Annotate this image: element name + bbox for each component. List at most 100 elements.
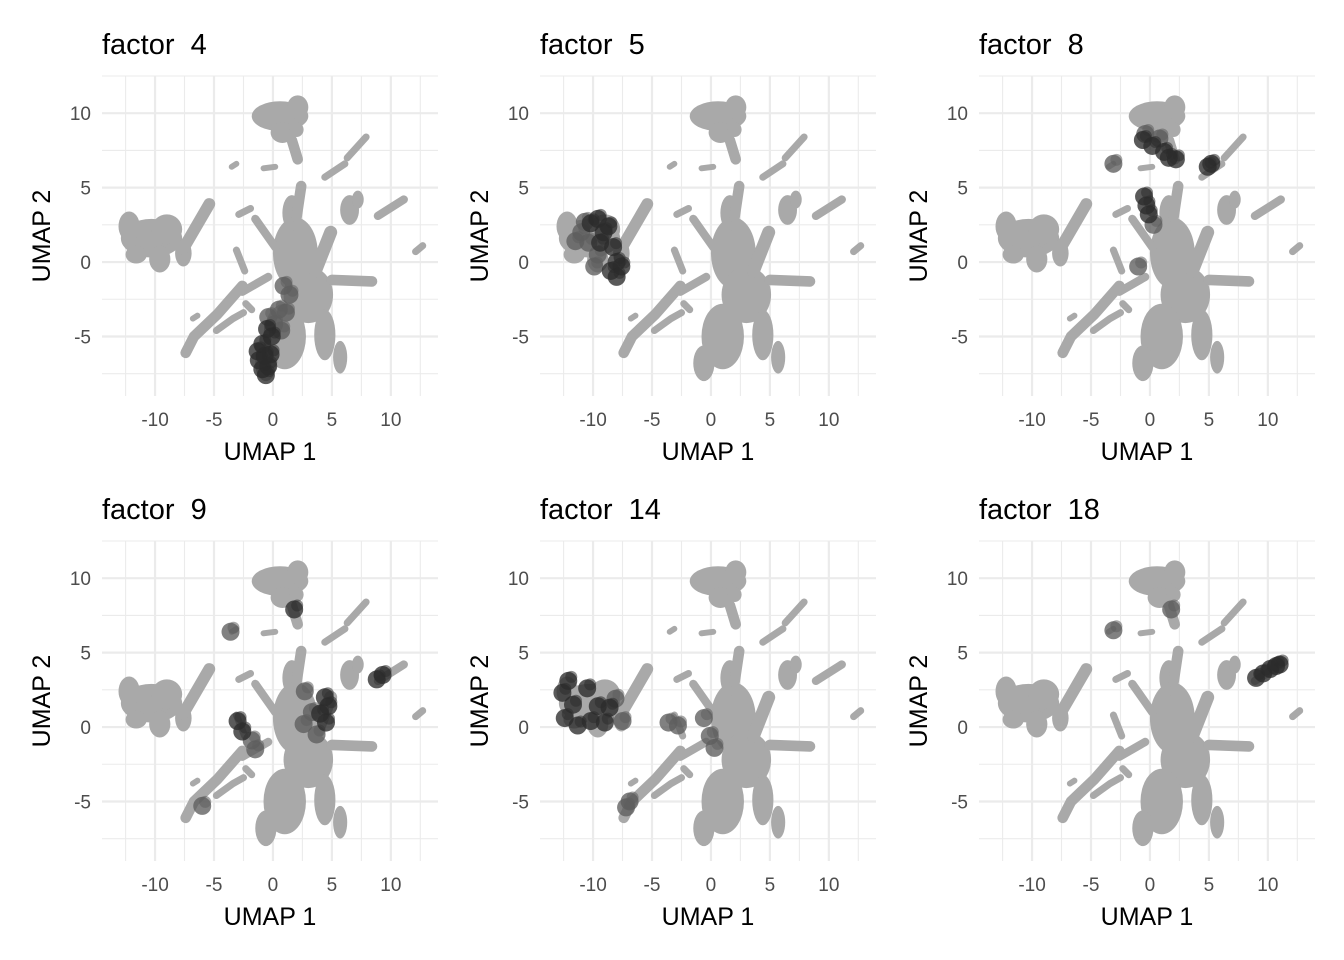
- cloud-arm: [1137, 163, 1156, 172]
- data-point: [280, 275, 293, 288]
- cloud-arm: [650, 774, 686, 800]
- y-tick-label: 10: [70, 104, 91, 125]
- cloud-blob: [149, 245, 171, 273]
- y-axis-title: UMAP 2: [466, 190, 494, 283]
- cloud-arm: [180, 280, 248, 359]
- cloud-arm: [232, 246, 249, 275]
- cloud-blob: [351, 655, 364, 674]
- cloud-arm: [1112, 669, 1132, 683]
- cell-cloud: [995, 95, 1304, 382]
- cloud-blob: [287, 95, 309, 120]
- cloud-arm: [724, 134, 742, 165]
- data-point: [700, 708, 713, 721]
- cloud-arm: [811, 195, 846, 221]
- data-point: [584, 678, 597, 691]
- x-tick-label: -5: [206, 875, 223, 896]
- x-axis-title: UMAP 1: [1101, 438, 1194, 466]
- data-point: [570, 694, 583, 707]
- cloud-blob: [693, 810, 715, 847]
- cloud-blob: [314, 774, 336, 826]
- cloud-arm: [689, 214, 718, 252]
- y-tick-label: 0: [80, 718, 91, 739]
- data-point: [610, 237, 623, 250]
- cloud-blob: [1228, 190, 1241, 209]
- y-tick-label: -5: [512, 327, 529, 348]
- cloud-arm: [326, 274, 378, 287]
- cloud-blob: [151, 214, 183, 245]
- cloud-arm: [326, 739, 378, 752]
- cloud-arm: [373, 195, 408, 221]
- cloud-arm: [343, 598, 370, 627]
- y-tick-label: 0: [957, 253, 968, 274]
- cell-cloud: [118, 560, 427, 847]
- cloud-arm: [1220, 133, 1247, 162]
- data-point: [291, 599, 304, 612]
- cloud-blob: [1132, 345, 1154, 382]
- data-point: [587, 213, 600, 226]
- y-tick-label: 10: [70, 569, 91, 590]
- cloud-blob: [333, 805, 348, 839]
- cloud-blob: [1164, 560, 1186, 585]
- cloud-blob: [1164, 95, 1186, 120]
- cloud-arm: [759, 160, 787, 181]
- y-axis-title: UMAP 2: [28, 655, 56, 748]
- cloud-blob: [1028, 679, 1060, 710]
- cloud-blob: [995, 211, 1017, 242]
- cloud-arm: [291, 180, 307, 223]
- data-point: [572, 231, 585, 244]
- y-tick-label: 0: [518, 718, 529, 739]
- cloud-arm: [242, 765, 256, 779]
- highlight-points: [1104, 599, 1289, 687]
- cloud-arm: [666, 160, 678, 170]
- cloud-arm: [1109, 711, 1126, 740]
- y-tick-label: 5: [957, 644, 968, 665]
- cloud-arm: [1112, 204, 1132, 218]
- cloud-blob: [1002, 245, 1024, 264]
- cloud-blob: [1210, 340, 1225, 374]
- cloud-arm: [1185, 690, 1215, 743]
- cloud-arm: [781, 133, 808, 162]
- cloud-arm: [321, 160, 349, 181]
- data-point: [1172, 149, 1185, 162]
- cloud-arm: [673, 669, 693, 683]
- panel-3: -10 -5 0 5 10 -5 0 5 10 factor 8 UMAP 1 UMAP 2: [905, 29, 1315, 466]
- y-tick-label: 5: [518, 179, 529, 200]
- cloud-arm: [238, 272, 273, 296]
- y-tick-label: -5: [951, 792, 968, 813]
- y-tick-label: 5: [80, 644, 91, 665]
- data-point: [619, 711, 632, 724]
- cloud-arm: [615, 198, 654, 255]
- panel-title: factor 5: [540, 29, 645, 61]
- y-tick-label: 0: [957, 718, 968, 739]
- x-tick-label: 5: [765, 410, 776, 431]
- cloud-arm: [850, 707, 865, 721]
- cloud-arm: [1109, 246, 1126, 275]
- cloud-arm: [670, 246, 687, 275]
- x-tick-label: 5: [1204, 875, 1215, 896]
- highlight-points: [193, 599, 392, 815]
- cloud-blob: [789, 190, 802, 209]
- cloud-arm: [627, 312, 639, 322]
- cloud-blob: [1026, 710, 1048, 738]
- y-tick-label: 5: [957, 179, 968, 200]
- cloud-arm: [235, 204, 255, 218]
- x-tick-label: 10: [1257, 410, 1278, 431]
- x-tick-label: 10: [380, 875, 401, 896]
- cloud-arm: [698, 628, 717, 637]
- cloud-arm: [1168, 180, 1184, 223]
- cloud-blob: [789, 655, 802, 674]
- cloud-arm: [1128, 214, 1157, 252]
- cloud-arm: [1119, 765, 1133, 779]
- data-point: [300, 714, 313, 727]
- highlight-points: [1104, 124, 1221, 276]
- cloud-arm: [676, 272, 711, 296]
- cloud-arm: [698, 163, 717, 172]
- cloud-arm: [615, 663, 654, 720]
- data-point: [565, 670, 578, 683]
- cloud-arm: [1115, 272, 1150, 296]
- cloud-blob: [125, 245, 147, 264]
- data-point: [252, 739, 265, 752]
- cloud-arm: [1185, 225, 1215, 278]
